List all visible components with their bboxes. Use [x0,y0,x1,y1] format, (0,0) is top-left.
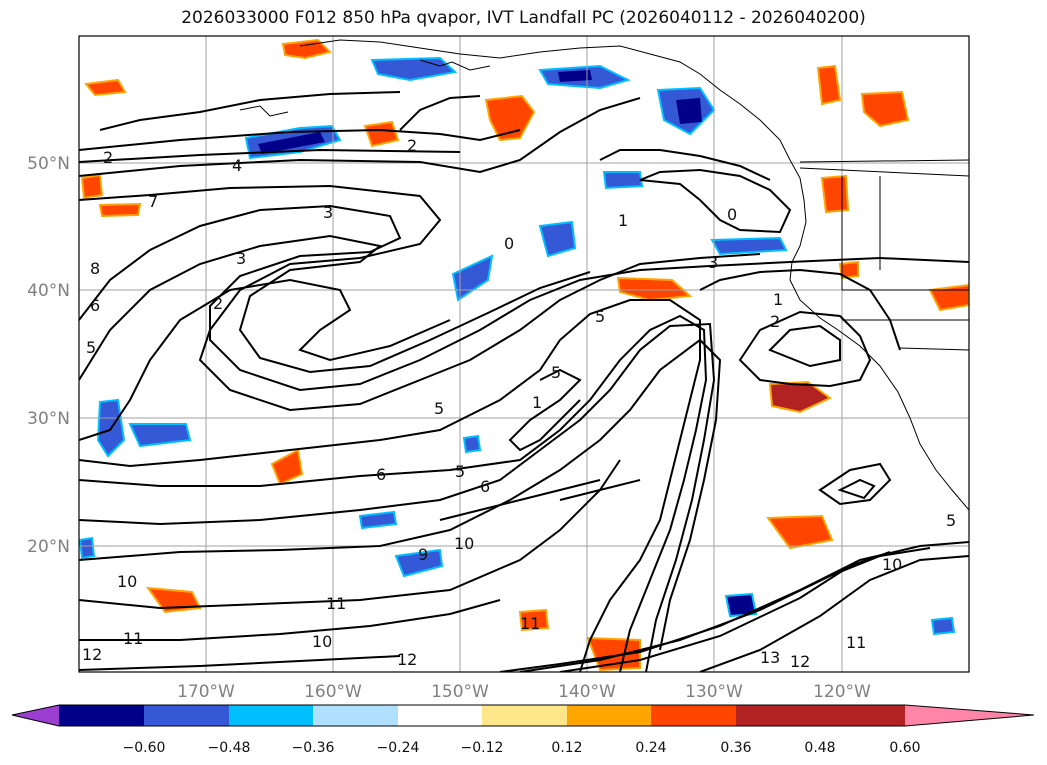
colorbar-segment [144,705,229,726]
colorbar-tick-label: 0.36 [720,740,751,756]
colorbar-segment [651,705,736,726]
lon-tick-label: 140°W [558,682,616,702]
lat-tick-label: 30°N [27,409,70,429]
contour-label: 3 [323,203,333,222]
contour-label: 11 [520,614,540,633]
contour-label: 12 [82,645,102,664]
contour-label: 1 [773,290,783,309]
contour-label: 0 [504,234,514,253]
contour-label: 4 [232,156,242,175]
colorbar-right-extension [905,705,1034,726]
contour-label: 1 [532,393,542,412]
contour-label: 11 [123,629,143,648]
coastlines [239,39,969,511]
lat-tick-label: 20°N [27,537,70,557]
lon-tick-label: 160°W [304,682,362,702]
colorbar-segment [313,705,398,726]
longitude-ticks: 170°W 160°W 150°W 140°W 130°W 120°W [177,682,871,702]
contour-label: 6 [480,477,490,496]
contour-label: 10 [312,632,332,651]
colorbar-segment [482,705,567,726]
contour-label: 6 [376,465,386,484]
negative-anomaly-patches [79,56,956,636]
contour-label: 3 [236,249,246,268]
plot-title: 2026033000 F012 850 hPa qvapor, IVT Land… [181,8,866,28]
contour-label: 8 [90,259,100,278]
contour-label: 2 [770,312,780,331]
colorbar-segment [820,705,905,726]
contour-label: 13 [760,648,780,667]
colorbar-segment [59,705,144,726]
contour-label: 12 [397,650,417,669]
colorbar-tick-label: 0.48 [804,740,835,756]
contour-label: 11 [846,633,866,652]
lat-tick-label: 40°N [27,281,70,301]
lon-tick-label: 130°W [685,682,743,702]
colorbar-outline [11,704,1035,727]
contour-label: 2 [103,148,113,167]
contour-label: 5 [551,363,561,382]
contour-label: 0 [727,205,737,224]
contour-label-group: 2 4 2 7 3 2 8 6 5 1 3 0 1 0 3 5 1 2 5 5 … [82,136,956,671]
colorbar-segment [567,705,651,726]
colorbar-segment [229,705,313,726]
contour-label: 6 [90,296,100,315]
contour-label: 10 [882,555,902,574]
colorbar-tick-label: −0.24 [377,740,420,756]
contour-label: 7 [148,192,158,211]
contour-label: 2 [213,294,223,313]
contour-label: 1 [618,211,628,230]
colorbar-tick-label: −0.36 [292,740,335,756]
lon-tick-label: 150°W [431,682,489,702]
colorbar-tick-label: −0.60 [123,740,166,756]
contour-label: 5 [86,338,96,357]
latitude-ticks: 50°N 40°N 30°N 20°N [27,154,70,557]
colorbar-tick-label: 0.12 [551,740,582,756]
contour-label: 5 [434,399,444,418]
colorbar-tick-label: 0.24 [635,740,666,756]
lon-tick-label: 170°W [177,682,235,702]
contour-label: 2 [407,136,417,155]
contour-label: 10 [454,534,474,553]
contour-label: 11 [326,594,346,613]
contour-label: 12 [790,652,810,671]
colorbar-left-extension [12,705,59,726]
colorbar-segment [398,705,482,726]
colorbar-segment [736,705,820,726]
contour-label: 9 [418,545,428,564]
colorbar: −0.60 −0.48 −0.36 −0.24 −0.12 0.12 0.24 … [11,704,1035,756]
lon-tick-label: 120°W [813,682,871,702]
map-frame [78,35,970,673]
colorbar-tick-label: −0.12 [461,740,504,756]
contour-label: 5 [595,307,605,326]
lat-tick-label: 50°N [27,154,70,174]
colorbar-tick-label: 0.60 [889,740,920,756]
contour-lines [79,91,969,672]
contour-label: 5 [455,462,465,481]
colorbar-tick-label: −0.48 [208,740,251,756]
contour-label: 5 [946,511,956,530]
contour-label: 10 [117,572,137,591]
map-area: 2 4 2 7 3 2 8 6 5 1 3 0 1 0 3 5 1 2 5 5 … [79,36,969,672]
contour-label: 3 [708,253,718,272]
